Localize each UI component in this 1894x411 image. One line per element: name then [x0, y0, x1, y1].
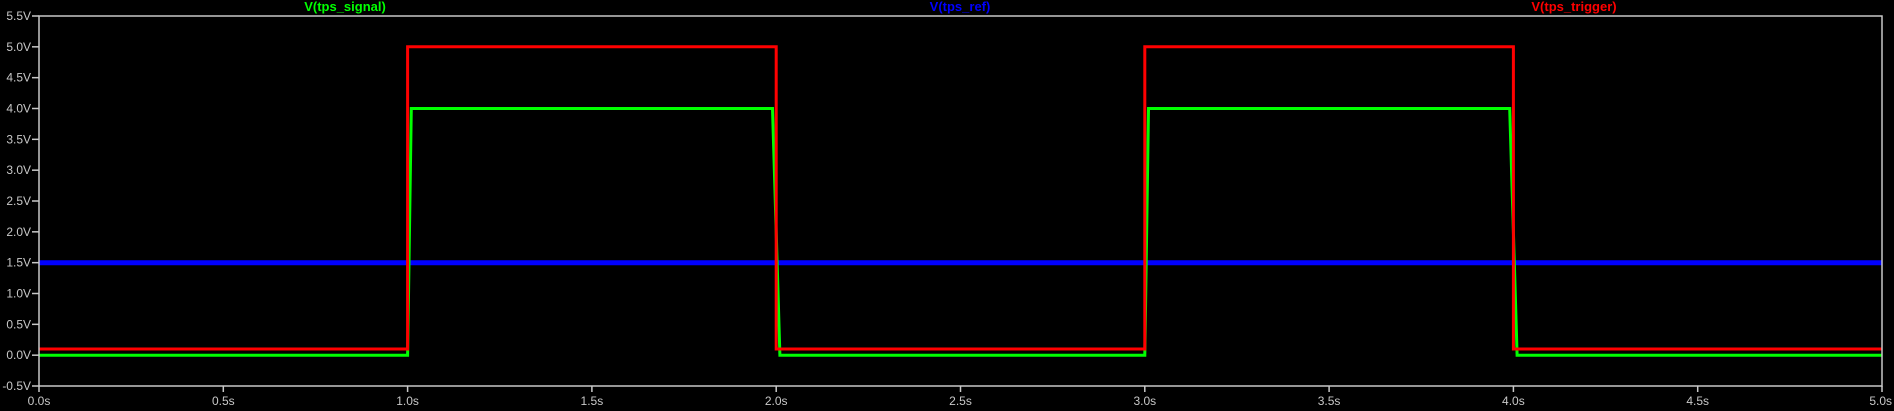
- y-tick-label: 3.5V: [6, 132, 31, 146]
- legend-entry[interactable]: V(tps_trigger): [1531, 0, 1616, 14]
- x-tick-label: 2.5s: [949, 394, 972, 408]
- x-tick-label: 3.0s: [1133, 394, 1156, 408]
- series-line-v-tps-trigger-: [39, 45, 1882, 351]
- y-tick-label: 0.0V: [6, 348, 31, 362]
- y-tick-label: -0.5V: [2, 379, 31, 393]
- y-tick-label: 1.5V: [6, 256, 31, 270]
- x-tick-label: 1.0s: [396, 394, 419, 408]
- x-tick-label: 4.5s: [1686, 394, 1709, 408]
- legend-entry[interactable]: V(tps_signal): [304, 0, 386, 14]
- y-tick-label: 4.0V: [6, 102, 31, 116]
- y-tick-label: 1.0V: [6, 287, 31, 301]
- plot-frame: [38, 15, 1883, 387]
- y-tick-label: 0.5V: [6, 317, 31, 331]
- y-tick-label: 2.0V: [6, 225, 31, 239]
- y-tick-label: 5.0V: [6, 40, 31, 54]
- x-tick-label: 0.5s: [212, 394, 235, 408]
- legend: V(tps_signal) V(tps_ref) V(tps_trigger): [304, 0, 1616, 14]
- series-line-v-tps-signal-: [39, 107, 1882, 357]
- y-tick-label: 5.5V: [6, 9, 31, 23]
- y-tick-label: 4.5V: [6, 71, 31, 85]
- x-tick-label: 2.0s: [765, 394, 788, 408]
- legend-entry[interactable]: V(tps_ref): [930, 0, 991, 14]
- x-axis: 0.0s 0.5s 1.0s 1.5s 2.0s 2.5s 3.0s 3.5s 4.0s 4.5s…: [28, 386, 1892, 408]
- x-tick-label: 1.5s: [581, 394, 604, 408]
- x-tick-label: 0.0s: [28, 394, 51, 408]
- x-tick-label: 5.0s: [1869, 394, 1892, 408]
- x-tick-label: 4.0s: [1502, 394, 1525, 408]
- x-tick-label: 3.5s: [1318, 394, 1341, 408]
- y-axis: -0.5V 0.0V 0.5V 1.0V 1.5V 2.0V 2.5V 3.0V 3.5V 4.0…: [2, 9, 39, 393]
- series-layer: [39, 45, 1882, 357]
- y-tick-label: 2.5V: [6, 194, 31, 208]
- y-tick-label: 3.0V: [6, 163, 31, 177]
